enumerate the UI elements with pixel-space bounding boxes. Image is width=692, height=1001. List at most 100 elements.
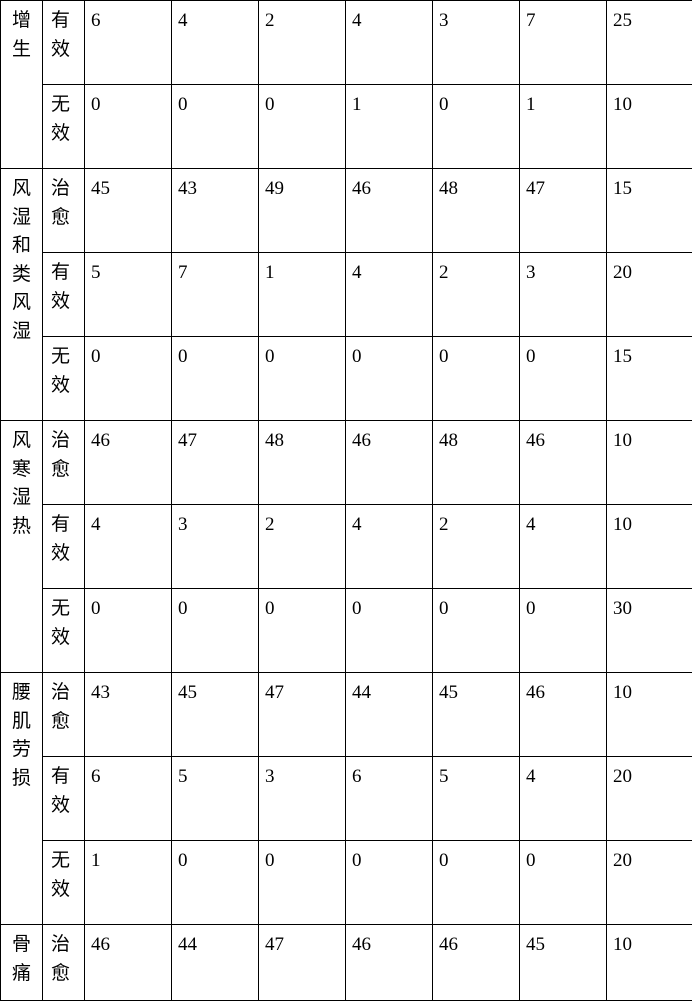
effect-label: 无效 — [43, 337, 85, 421]
data-cell: 10 — [607, 673, 692, 757]
data-cell: 0 — [520, 337, 607, 421]
data-cell: 0 — [259, 589, 346, 673]
label-char: 和 — [3, 232, 40, 261]
data-cell: 10 — [607, 421, 692, 505]
data-cell: 0 — [346, 589, 433, 673]
data-cell: 2 — [433, 505, 520, 589]
data-cell: 4 — [520, 757, 607, 841]
data-cell: 44 — [172, 925, 259, 1001]
label-char: 效 — [51, 36, 82, 65]
data-cell: 0 — [433, 337, 520, 421]
data-cell: 7 — [172, 253, 259, 337]
table-row: 增生有效64243725 — [1, 1, 692, 85]
data-cell: 46 — [85, 925, 172, 1001]
group-label: 增生 — [1, 1, 43, 169]
data-cell: 2 — [433, 253, 520, 337]
label-char: 有 — [51, 763, 82, 792]
data-cell: 1 — [346, 85, 433, 169]
data-cell: 48 — [433, 421, 520, 505]
group-label: 风湿和类风湿 — [1, 169, 43, 421]
table-row: 无效10000020 — [1, 841, 692, 925]
effect-label: 有效 — [43, 505, 85, 589]
data-cell: 1 — [520, 85, 607, 169]
label-char: 风 — [3, 427, 40, 456]
label-char: 湿 — [3, 204, 40, 233]
table-row: 有效65365420 — [1, 757, 692, 841]
data-cell: 45 — [520, 925, 607, 1001]
data-cell: 3 — [520, 253, 607, 337]
data-cell: 7 — [520, 1, 607, 85]
data-cell: 0 — [85, 85, 172, 169]
data-cell: 4 — [85, 505, 172, 589]
data-cell: 15 — [607, 337, 692, 421]
label-char: 有 — [51, 511, 82, 540]
data-cell: 0 — [346, 337, 433, 421]
label-char: 类 — [3, 261, 40, 290]
table-row: 风寒湿热治愈46474846484610 — [1, 421, 692, 505]
label-char: 风 — [3, 175, 40, 204]
label-char: 治 — [51, 427, 82, 456]
table-row: 风湿和类风湿治愈45434946484715 — [1, 169, 692, 253]
label-char: 痛 — [3, 960, 40, 989]
data-cell: 2 — [259, 1, 346, 85]
table-row: 有效57142320 — [1, 253, 692, 337]
data-cell: 0 — [85, 589, 172, 673]
label-char: 生 — [3, 36, 40, 65]
data-cell: 4 — [346, 253, 433, 337]
data-cell: 4 — [346, 1, 433, 85]
data-cell: 4 — [520, 505, 607, 589]
data-cell: 44 — [346, 673, 433, 757]
effect-label: 治愈 — [43, 925, 85, 1001]
data-cell: 3 — [172, 505, 259, 589]
data-cell: 0 — [433, 589, 520, 673]
data-cell: 20 — [607, 757, 692, 841]
data-cell: 48 — [433, 169, 520, 253]
data-cell: 5 — [172, 757, 259, 841]
data-cell: 25 — [607, 1, 692, 85]
label-char: 效 — [51, 120, 82, 149]
label-char: 愈 — [51, 708, 82, 737]
group-label: 骨痛 — [1, 925, 43, 1001]
label-char: 效 — [51, 792, 82, 821]
label-char: 湿 — [3, 484, 40, 513]
data-cell: 3 — [433, 1, 520, 85]
data-cell: 3 — [259, 757, 346, 841]
data-cell: 0 — [172, 85, 259, 169]
label-char: 有 — [51, 7, 82, 36]
data-cell: 0 — [172, 337, 259, 421]
label-char: 效 — [51, 540, 82, 569]
data-cell: 0 — [433, 85, 520, 169]
data-cell: 47 — [520, 169, 607, 253]
data-cell: 46 — [433, 925, 520, 1001]
label-char: 效 — [51, 372, 82, 401]
label-char: 效 — [51, 624, 82, 653]
label-char: 愈 — [51, 456, 82, 485]
data-cell: 1 — [85, 841, 172, 925]
data-cell: 10 — [607, 925, 692, 1001]
effect-label: 治愈 — [43, 673, 85, 757]
group-label: 腰肌劳损 — [1, 673, 43, 925]
label-char: 肌 — [3, 708, 40, 737]
table-row: 无效00000030 — [1, 589, 692, 673]
data-cell: 47 — [259, 925, 346, 1001]
data-cell: 45 — [85, 169, 172, 253]
label-char: 风 — [3, 289, 40, 318]
table-row: 无效00000015 — [1, 337, 692, 421]
data-cell: 2 — [259, 505, 346, 589]
data-cell: 46 — [520, 421, 607, 505]
data-cell: 43 — [85, 673, 172, 757]
label-char: 治 — [51, 679, 82, 708]
data-cell: 46 — [346, 169, 433, 253]
effect-label: 无效 — [43, 841, 85, 925]
effect-label: 有效 — [43, 253, 85, 337]
data-cell: 48 — [259, 421, 346, 505]
label-char: 无 — [51, 847, 82, 876]
data-table: 增生有效64243725无效00010110风湿和类风湿治愈4543494648… — [0, 0, 692, 1001]
data-cell: 0 — [346, 841, 433, 925]
data-cell: 43 — [172, 169, 259, 253]
data-cell: 47 — [172, 421, 259, 505]
data-cell: 0 — [259, 337, 346, 421]
label-char: 寒 — [3, 456, 40, 485]
label-char: 损 — [3, 765, 40, 794]
table-row: 有效43242410 — [1, 505, 692, 589]
